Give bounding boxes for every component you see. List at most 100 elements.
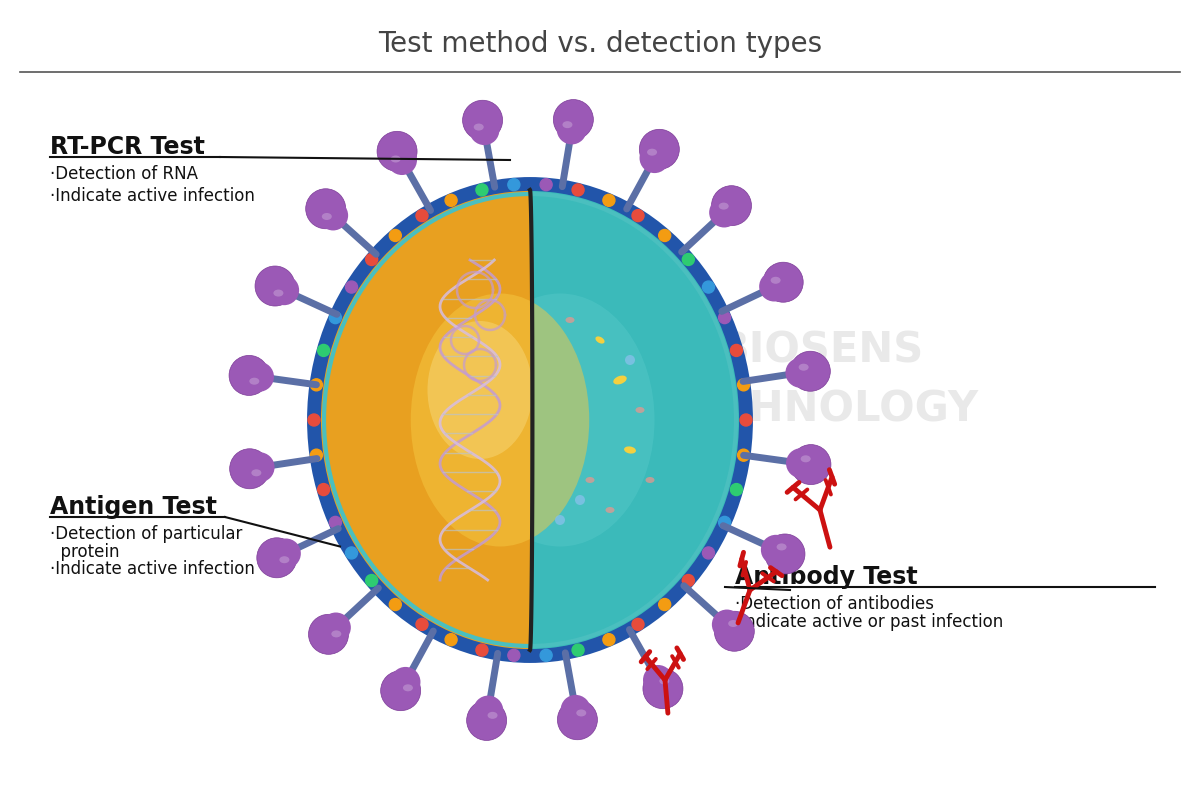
Circle shape <box>714 611 755 651</box>
Ellipse shape <box>565 317 575 323</box>
Circle shape <box>308 414 320 426</box>
Circle shape <box>560 695 590 725</box>
Circle shape <box>306 189 346 229</box>
Circle shape <box>445 194 457 206</box>
Circle shape <box>553 99 593 139</box>
Ellipse shape <box>659 678 670 685</box>
Ellipse shape <box>576 710 587 717</box>
Text: RT-PCR Test: RT-PCR Test <box>50 135 205 159</box>
Circle shape <box>719 516 731 528</box>
Circle shape <box>558 700 598 740</box>
Ellipse shape <box>427 321 533 459</box>
Circle shape <box>366 574 378 586</box>
Text: Antigen Test: Antigen Test <box>50 495 217 519</box>
Circle shape <box>257 538 296 578</box>
Circle shape <box>229 449 270 489</box>
Circle shape <box>659 598 671 610</box>
Text: ·Indicate active infection: ·Indicate active infection <box>50 187 254 205</box>
Circle shape <box>643 669 683 709</box>
Circle shape <box>386 145 416 175</box>
Circle shape <box>712 186 751 226</box>
Circle shape <box>632 618 644 630</box>
Ellipse shape <box>466 294 654 546</box>
Circle shape <box>540 178 552 190</box>
Circle shape <box>719 312 731 324</box>
Ellipse shape <box>613 375 626 385</box>
Circle shape <box>702 281 714 293</box>
Ellipse shape <box>250 378 259 385</box>
Ellipse shape <box>320 190 740 650</box>
Circle shape <box>380 670 421 710</box>
Text: ·Indicate active or past infection: ·Indicate active or past infection <box>734 613 1003 631</box>
Ellipse shape <box>646 477 654 483</box>
Ellipse shape <box>487 712 498 719</box>
Ellipse shape <box>800 455 811 462</box>
Circle shape <box>764 534 805 574</box>
Circle shape <box>320 613 350 642</box>
Text: ·Detection of particular: ·Detection of particular <box>50 525 242 543</box>
Text: Test method vs. detection types: Test method vs. detection types <box>378 30 822 58</box>
Circle shape <box>602 634 614 646</box>
Ellipse shape <box>624 446 636 454</box>
Circle shape <box>760 271 790 302</box>
Circle shape <box>640 143 670 173</box>
Circle shape <box>540 650 552 662</box>
Circle shape <box>329 516 341 528</box>
Text: protein: protein <box>50 543 120 561</box>
Circle shape <box>377 131 418 171</box>
Circle shape <box>389 598 401 610</box>
Circle shape <box>554 515 565 525</box>
Circle shape <box>476 184 488 196</box>
Circle shape <box>311 449 323 461</box>
Circle shape <box>602 194 614 206</box>
Circle shape <box>791 445 830 485</box>
Ellipse shape <box>647 149 658 156</box>
Circle shape <box>462 100 503 140</box>
Ellipse shape <box>719 202 728 210</box>
Circle shape <box>763 262 803 302</box>
Circle shape <box>346 547 358 559</box>
Circle shape <box>508 650 520 662</box>
Circle shape <box>416 618 428 630</box>
Ellipse shape <box>595 336 605 344</box>
Circle shape <box>269 275 299 305</box>
Circle shape <box>786 358 816 388</box>
Text: ·Indicate active infection: ·Indicate active infection <box>50 560 254 578</box>
Ellipse shape <box>322 213 332 220</box>
Circle shape <box>702 547 714 559</box>
Ellipse shape <box>776 543 786 550</box>
Circle shape <box>625 355 635 365</box>
Circle shape <box>557 114 587 145</box>
Circle shape <box>329 312 341 324</box>
Circle shape <box>229 355 269 395</box>
Text: Antibody Test: Antibody Test <box>734 565 918 589</box>
Ellipse shape <box>391 155 401 162</box>
Circle shape <box>738 379 750 391</box>
Circle shape <box>245 452 275 482</box>
Ellipse shape <box>251 470 262 476</box>
Circle shape <box>244 362 274 392</box>
Circle shape <box>731 483 743 495</box>
Circle shape <box>731 345 743 357</box>
Circle shape <box>389 230 401 242</box>
Circle shape <box>632 210 644 222</box>
Circle shape <box>683 574 695 586</box>
Ellipse shape <box>280 556 289 563</box>
Polygon shape <box>320 190 530 650</box>
Ellipse shape <box>636 407 644 413</box>
Text: ·Detection of RNA: ·Detection of RNA <box>50 165 198 183</box>
Circle shape <box>271 538 301 569</box>
Circle shape <box>761 535 791 565</box>
Circle shape <box>469 115 499 145</box>
Circle shape <box>786 448 816 478</box>
Circle shape <box>740 414 752 426</box>
Ellipse shape <box>799 364 809 370</box>
Circle shape <box>476 644 488 656</box>
Circle shape <box>643 665 673 695</box>
Circle shape <box>575 495 586 505</box>
Circle shape <box>640 130 679 170</box>
Circle shape <box>318 483 330 495</box>
Ellipse shape <box>274 290 283 297</box>
Circle shape <box>709 198 739 227</box>
Ellipse shape <box>403 684 413 691</box>
